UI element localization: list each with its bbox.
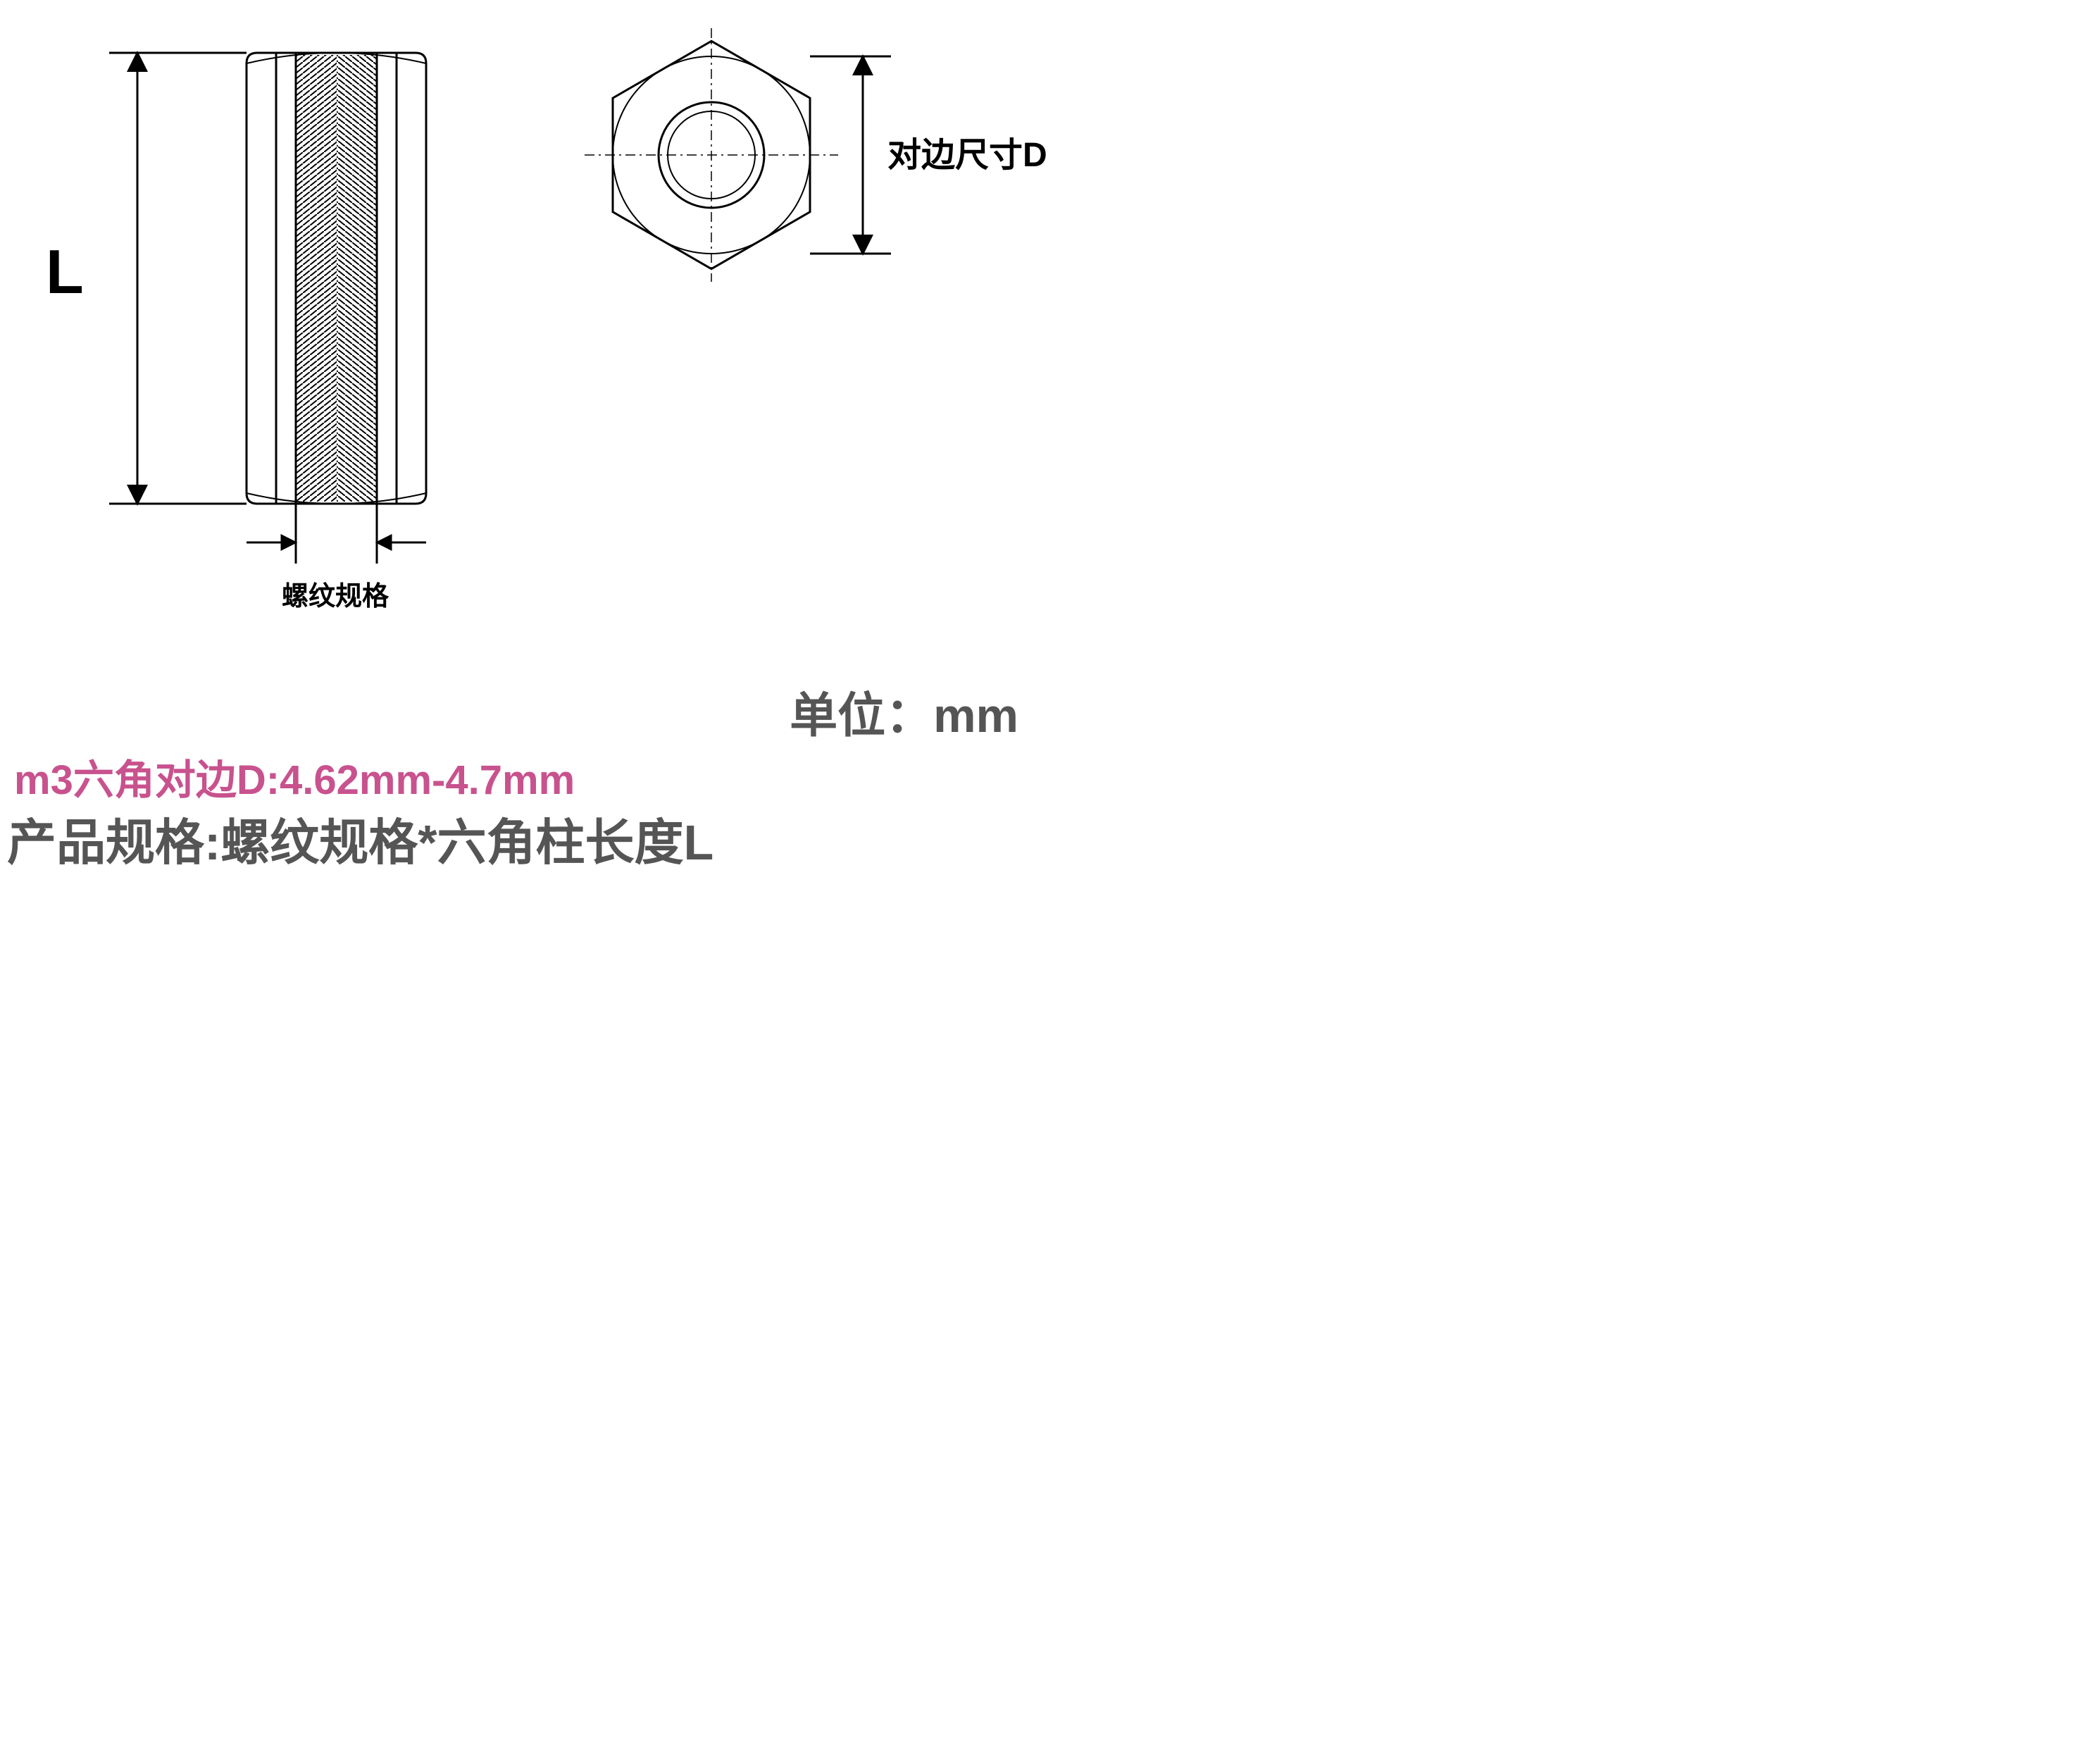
label-L: L — [46, 236, 84, 308]
label-product-spec: 产品规格:螺纹规格*六角柱长度L — [7, 803, 713, 874]
page-root: L 螺纹规格 对边尺寸D 单位：mm m3六角对边D:4.62mm-4.7mm … — [0, 0, 1047, 882]
label-unit: 单位：mm — [790, 676, 1018, 746]
technical-drawing — [0, 0, 1047, 704]
top-view — [585, 28, 838, 282]
dimension-thread — [247, 504, 426, 564]
dimension-D — [810, 56, 891, 254]
dimension-L — [109, 53, 247, 504]
label-hex-size: m3六角对边D:4.62mm-4.7mm — [14, 747, 575, 806]
label-across-flats-D: 对边尺寸D — [887, 127, 1047, 176]
label-thread-spec: 螺纹规格 — [282, 574, 389, 613]
